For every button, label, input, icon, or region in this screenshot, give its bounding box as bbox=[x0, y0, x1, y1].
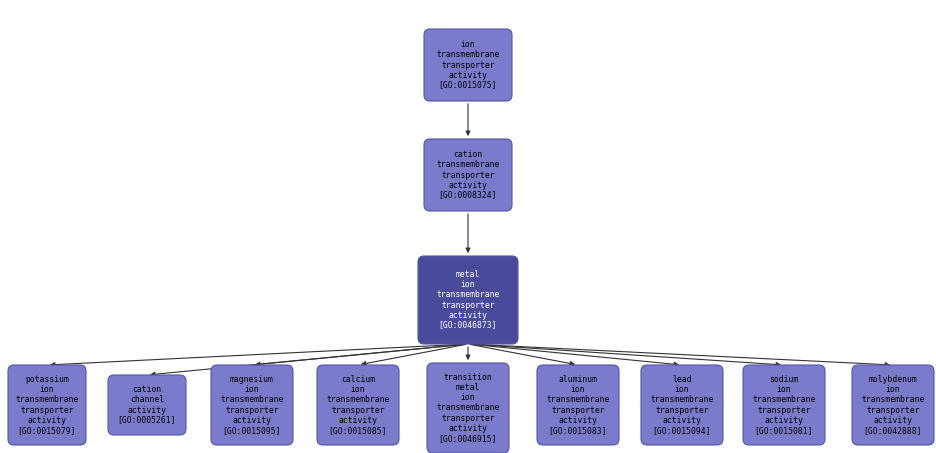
FancyBboxPatch shape bbox=[536, 365, 619, 445]
FancyBboxPatch shape bbox=[108, 375, 186, 435]
FancyBboxPatch shape bbox=[427, 363, 508, 453]
FancyBboxPatch shape bbox=[851, 365, 933, 445]
Text: calcium
ion
transmembrane
transporter
activity
[GO:0015085]: calcium ion transmembrane transporter ac… bbox=[326, 376, 389, 434]
Text: molybdenum
ion
transmembrane
transporter
activity
[GO:0042888]: molybdenum ion transmembrane transporter… bbox=[860, 376, 924, 434]
Text: magnesium
ion
transmembrane
transporter
activity
[GO:0015095]: magnesium ion transmembrane transporter … bbox=[220, 376, 284, 434]
FancyBboxPatch shape bbox=[316, 365, 399, 445]
Text: cation
transmembrane
transporter
activity
[GO:0008324]: cation transmembrane transporter activit… bbox=[436, 150, 499, 200]
Text: metal
ion
transmembrane
transporter
activity
[GO:0046873]: metal ion transmembrane transporter acti… bbox=[436, 270, 499, 330]
FancyBboxPatch shape bbox=[424, 29, 511, 101]
Text: cation
channel
activity
[GO:0005261]: cation channel activity [GO:0005261] bbox=[118, 386, 176, 424]
Text: aluminum
ion
transmembrane
transporter
activity
[GO:0015083]: aluminum ion transmembrane transporter a… bbox=[546, 376, 609, 434]
Text: lead
ion
transmembrane
transporter
activity
[GO:0015094]: lead ion transmembrane transporter activ… bbox=[650, 376, 713, 434]
Text: ion
transmembrane
transporter
activity
[GO:0015075]: ion transmembrane transporter activity [… bbox=[436, 40, 499, 90]
FancyBboxPatch shape bbox=[742, 365, 824, 445]
FancyBboxPatch shape bbox=[640, 365, 723, 445]
FancyBboxPatch shape bbox=[424, 139, 511, 211]
FancyBboxPatch shape bbox=[8, 365, 86, 445]
FancyBboxPatch shape bbox=[417, 256, 518, 344]
FancyBboxPatch shape bbox=[211, 365, 293, 445]
Text: transition
metal
ion
transmembrane
transporter
activity
[GO:0046915]: transition metal ion transmembrane trans… bbox=[436, 373, 499, 443]
Text: sodium
ion
transmembrane
transporter
activity
[GO:0015081]: sodium ion transmembrane transporter act… bbox=[752, 376, 815, 434]
Text: potassium
ion
transmembrane
transporter
activity
[GO:0015079]: potassium ion transmembrane transporter … bbox=[15, 376, 79, 434]
